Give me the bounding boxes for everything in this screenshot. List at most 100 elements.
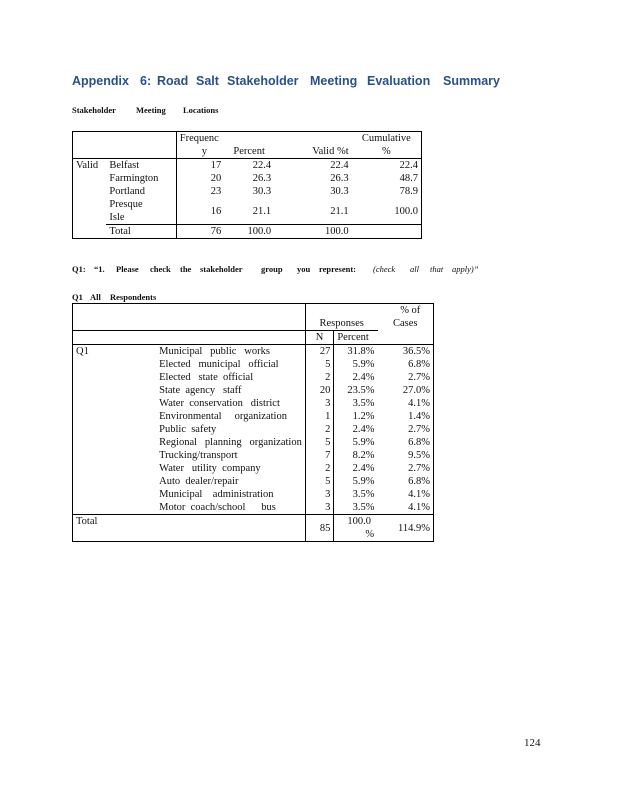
cell-cumulative: 22.4 xyxy=(399,160,418,171)
question-word: “1. xyxy=(94,264,105,274)
cell-n: 3 xyxy=(304,501,334,515)
cell-n: 5 xyxy=(304,436,334,449)
cell-pct-of-cases: 2.7% xyxy=(408,424,430,435)
cell-pct-of-cases: 2.7% xyxy=(408,372,430,383)
cell-cumulative: 48.7 xyxy=(399,173,418,184)
title-word: Meeting xyxy=(310,74,358,88)
cell-n: 1 xyxy=(304,410,334,423)
table-row: Elected municipal official 5 5.9% 6.8% xyxy=(73,358,434,371)
row-label: Trucking/transport xyxy=(159,450,238,461)
row-label: Belfast xyxy=(109,160,140,171)
table-row: Elected state official 2 2.4% 2.7% xyxy=(73,371,434,384)
cell-frequency: 23 xyxy=(175,185,225,198)
cell-percent: 1.2% xyxy=(333,410,378,423)
table-row: Auto dealer/repair 5 5.9% 6.8% xyxy=(73,475,434,488)
group-label xyxy=(73,436,112,449)
row-label: Municipal administration xyxy=(159,489,274,500)
cell-percent: 100.0% xyxy=(333,514,378,542)
caption-word: Respondents xyxy=(110,292,157,302)
cell-percent: 2.4% xyxy=(333,371,378,384)
cell-n: 3 xyxy=(304,488,334,501)
header-percent: Percent xyxy=(333,330,378,345)
table-row: Municipal administration 3 3.5% 4.1% xyxy=(73,488,434,501)
cell-percent: 100.0 xyxy=(224,224,275,239)
cell-valid-percent: 22.4 xyxy=(330,160,349,171)
cell-n: 20 xyxy=(304,384,334,397)
cell-pct-of-cases: 4.1% xyxy=(408,398,430,409)
table-row: State agency staff 20 23.5% 27.0% xyxy=(73,384,434,397)
cell-percent: 3.5% xyxy=(333,397,378,410)
cell-percent: 22.4 xyxy=(252,160,272,171)
caption-word: All xyxy=(90,292,101,302)
cell-percent: 23.5% xyxy=(333,384,378,397)
cell-pct-of-cases: 36.5% xyxy=(402,346,430,357)
group-label xyxy=(73,384,112,397)
row-label: Environmental organization xyxy=(159,411,287,422)
cell-valid-percent: 100.0 xyxy=(274,224,352,239)
group-label xyxy=(73,371,112,384)
cell-n: 5 xyxy=(304,358,334,371)
cell-percent: 5.9% xyxy=(333,358,378,371)
cell-n: 2 xyxy=(304,423,334,436)
cell-percent: 8.2% xyxy=(333,449,378,462)
cell-cumulative: 78.9 xyxy=(399,186,418,197)
page-number: 124 xyxy=(524,737,541,749)
cell-percent: 30.3 xyxy=(252,186,272,197)
title-word: Stakeholder xyxy=(227,74,299,88)
table-header-row: Responses % of Cases xyxy=(72,303,434,331)
table-row: Q1 Municipal public works 27 31.8% 36.5% xyxy=(73,344,434,358)
table-row: Portland 23 30.3 30.3 78.9 xyxy=(73,185,422,198)
cell-frequency: 17 xyxy=(175,158,225,172)
question-word: (check xyxy=(373,264,396,274)
question-word: that xyxy=(430,264,444,274)
caption-word: Q1 xyxy=(72,292,83,302)
row-label: Portland xyxy=(109,186,146,197)
row-label: Regional planning organization xyxy=(159,437,302,448)
cell-n: 2 xyxy=(304,371,334,384)
question-word: apply)” xyxy=(452,264,479,274)
row-label: Municipal public works xyxy=(159,346,270,357)
title-word: Summary xyxy=(443,74,500,88)
cell-pct-of-cases: 2.7% xyxy=(408,463,430,474)
cell-percent: 5.9% xyxy=(333,436,378,449)
title-word: 6: xyxy=(140,74,152,88)
cell-frequency: 76 xyxy=(175,224,225,239)
table-row: Trucking/transport 7 8.2% 9.5% xyxy=(73,449,434,462)
row-label: Auto dealer/repair xyxy=(159,476,239,487)
row-label: Elected municipal official xyxy=(159,359,279,370)
table-row: Water utility company 2 2.4% 2.7% xyxy=(73,462,434,475)
cell-percent: 2.4% xyxy=(333,462,378,475)
row-label: Total xyxy=(72,514,112,542)
question-word: all xyxy=(410,264,419,274)
table-row: Valid Belfast 17 22.4 22.4 22.4 xyxy=(73,158,422,172)
caption-word: Locations xyxy=(183,105,219,115)
total-row: Total 76 100.0 100.0 xyxy=(73,224,422,239)
cell-pct-of-cases: 4.1% xyxy=(408,489,430,500)
cell-n: 5 xyxy=(304,475,334,488)
cell-percent: 26.3 xyxy=(252,173,272,184)
cell-valid-percent: 26.3 xyxy=(330,173,349,184)
header-responses: Responses xyxy=(304,303,378,331)
title-word: Salt xyxy=(196,74,219,88)
question-word: the xyxy=(180,264,192,274)
group-label xyxy=(73,462,112,475)
cell-n: 85 xyxy=(304,514,334,542)
group-label xyxy=(73,423,112,436)
table-header-row: Frequenc y Percent Valid %t Cumulative% xyxy=(72,131,422,159)
row-label: Presque Isle xyxy=(109,199,143,223)
question-word: Please xyxy=(116,264,139,274)
cell-n: 3 xyxy=(304,397,334,410)
row-label: Total xyxy=(106,224,177,239)
caption-word: Meeting xyxy=(136,105,166,115)
group-label xyxy=(73,488,112,501)
cell-n: 27 xyxy=(304,344,334,358)
cell-cumulative: 100.0 xyxy=(394,205,418,217)
title-word: Evaluation xyxy=(367,74,431,88)
cell-frequency: 16 xyxy=(175,198,225,225)
header-n: N xyxy=(304,330,334,345)
question-word: Q1: xyxy=(72,264,86,274)
cell-percent: 21.1 xyxy=(252,205,272,217)
cell-frequency: 20 xyxy=(175,172,225,185)
header-pct-of-cases: % of Cases xyxy=(393,305,421,329)
cell-pct-of-cases: 9.5% xyxy=(408,450,430,461)
